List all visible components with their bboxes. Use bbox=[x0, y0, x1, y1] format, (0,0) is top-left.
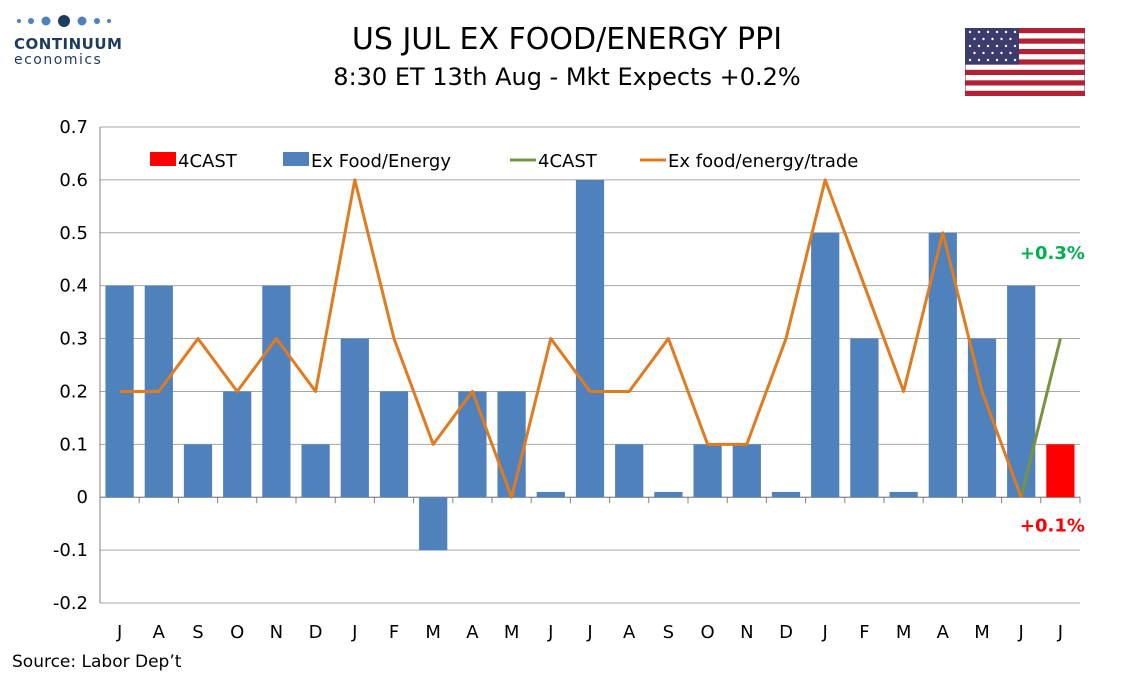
legend-swatch bbox=[150, 152, 176, 166]
x-tick-label: J bbox=[822, 622, 828, 643]
bar-ex-food-energy bbox=[536, 491, 565, 498]
chart-title: US JUL EX FOOD/ENERGY PPI bbox=[351, 22, 783, 57]
bar-ex-food-energy bbox=[575, 179, 605, 498]
y-tick-label: 0.3 bbox=[59, 329, 88, 350]
legend-label: Ex Food/Energy bbox=[311, 151, 451, 172]
legend-label: 4CAST bbox=[178, 151, 238, 172]
annotation-label: +0.3% bbox=[1020, 243, 1085, 264]
bar-ex-food-energy bbox=[1007, 285, 1036, 498]
bar-ex-food-energy bbox=[419, 497, 448, 551]
bar-ex-food-energy bbox=[615, 444, 644, 498]
bar-ex-food-energy bbox=[654, 491, 683, 498]
x-tick-label: M bbox=[425, 622, 441, 643]
bar-ex-food-energy bbox=[732, 444, 761, 498]
y-tick-label: 0.6 bbox=[59, 170, 88, 191]
x-tick-label: N bbox=[740, 622, 753, 643]
x-tick-label: J bbox=[116, 622, 122, 643]
chart-subtitle: 8:30 ET 13th Aug - Mkt Expects +0.2% bbox=[333, 63, 801, 91]
x-tick-label: J bbox=[1018, 622, 1024, 643]
y-tick-label: 0.5 bbox=[59, 223, 88, 244]
logo-brand: CONTINUUM bbox=[14, 35, 123, 53]
x-tick-label: N bbox=[270, 622, 283, 643]
x-tick-label: M bbox=[974, 622, 990, 643]
y-tick-label: 0.2 bbox=[59, 381, 88, 402]
bar-ex-food-energy bbox=[497, 391, 526, 498]
x-tick-label: M bbox=[896, 622, 912, 643]
x-tick-label: O bbox=[701, 622, 715, 643]
y-tick-label: -0.2 bbox=[53, 593, 88, 614]
source-note: Source: Labor Dep’t bbox=[12, 652, 182, 672]
x-tick-label: J bbox=[351, 622, 357, 643]
line-ex-food-energy-trade bbox=[119, 178, 1023, 499]
x-tick-label: S bbox=[192, 622, 203, 643]
x-tick-label: D bbox=[779, 622, 793, 643]
bar-ex-food-energy bbox=[301, 444, 330, 498]
legend-label: 4CAST bbox=[538, 151, 598, 172]
bar-ex-food-energy bbox=[340, 338, 369, 498]
line-4cast bbox=[1019, 338, 1062, 498]
bar-ex-food-energy bbox=[262, 285, 291, 498]
legend-label: Ex food/energy/trade bbox=[668, 151, 858, 172]
x-tick-label: O bbox=[230, 622, 244, 643]
x-tick-label: A bbox=[466, 622, 479, 643]
bar-ex-food-energy bbox=[771, 491, 801, 498]
x-tick-label: F bbox=[389, 622, 399, 643]
bar-4cast bbox=[1046, 444, 1075, 498]
bar-ex-food-energy bbox=[889, 491, 918, 498]
x-tick-label: D bbox=[309, 622, 323, 643]
y-tick-label: 0.7 bbox=[59, 117, 88, 138]
x-tick-label: J bbox=[1057, 622, 1063, 643]
bar-ex-food-energy bbox=[850, 338, 879, 498]
x-tick-label: J bbox=[547, 622, 553, 643]
bar-ex-food-energy bbox=[223, 391, 252, 498]
bar-ex-food-energy bbox=[811, 232, 840, 498]
y-tick-label: -0.1 bbox=[53, 540, 88, 561]
y-tick-label: 0 bbox=[77, 487, 88, 508]
annotation-label: +0.1% bbox=[1020, 516, 1085, 537]
x-tick-label: F bbox=[859, 622, 869, 643]
logo-dots-icon bbox=[17, 15, 111, 27]
x-tick-label: A bbox=[937, 622, 950, 643]
bar-ex-food-energy bbox=[693, 444, 722, 498]
y-tick-label: 0.4 bbox=[59, 276, 88, 297]
x-tick-label: M bbox=[504, 622, 520, 643]
x-tick-label: S bbox=[663, 622, 674, 643]
x-tick-label: A bbox=[153, 622, 166, 643]
logo-subtitle: economics bbox=[14, 52, 103, 68]
bar-ex-food-energy bbox=[379, 391, 409, 498]
bar-ex-food-energy bbox=[183, 444, 213, 498]
bar-ex-food-energy bbox=[458, 391, 487, 498]
logo: CONTINUUM economics bbox=[14, 14, 134, 68]
x-tick-label: J bbox=[586, 622, 592, 643]
y-tick-label: 0.1 bbox=[59, 434, 88, 455]
us-flag-icon bbox=[965, 28, 1085, 96]
legend-swatch bbox=[283, 152, 309, 166]
x-tick-label: A bbox=[623, 622, 636, 643]
